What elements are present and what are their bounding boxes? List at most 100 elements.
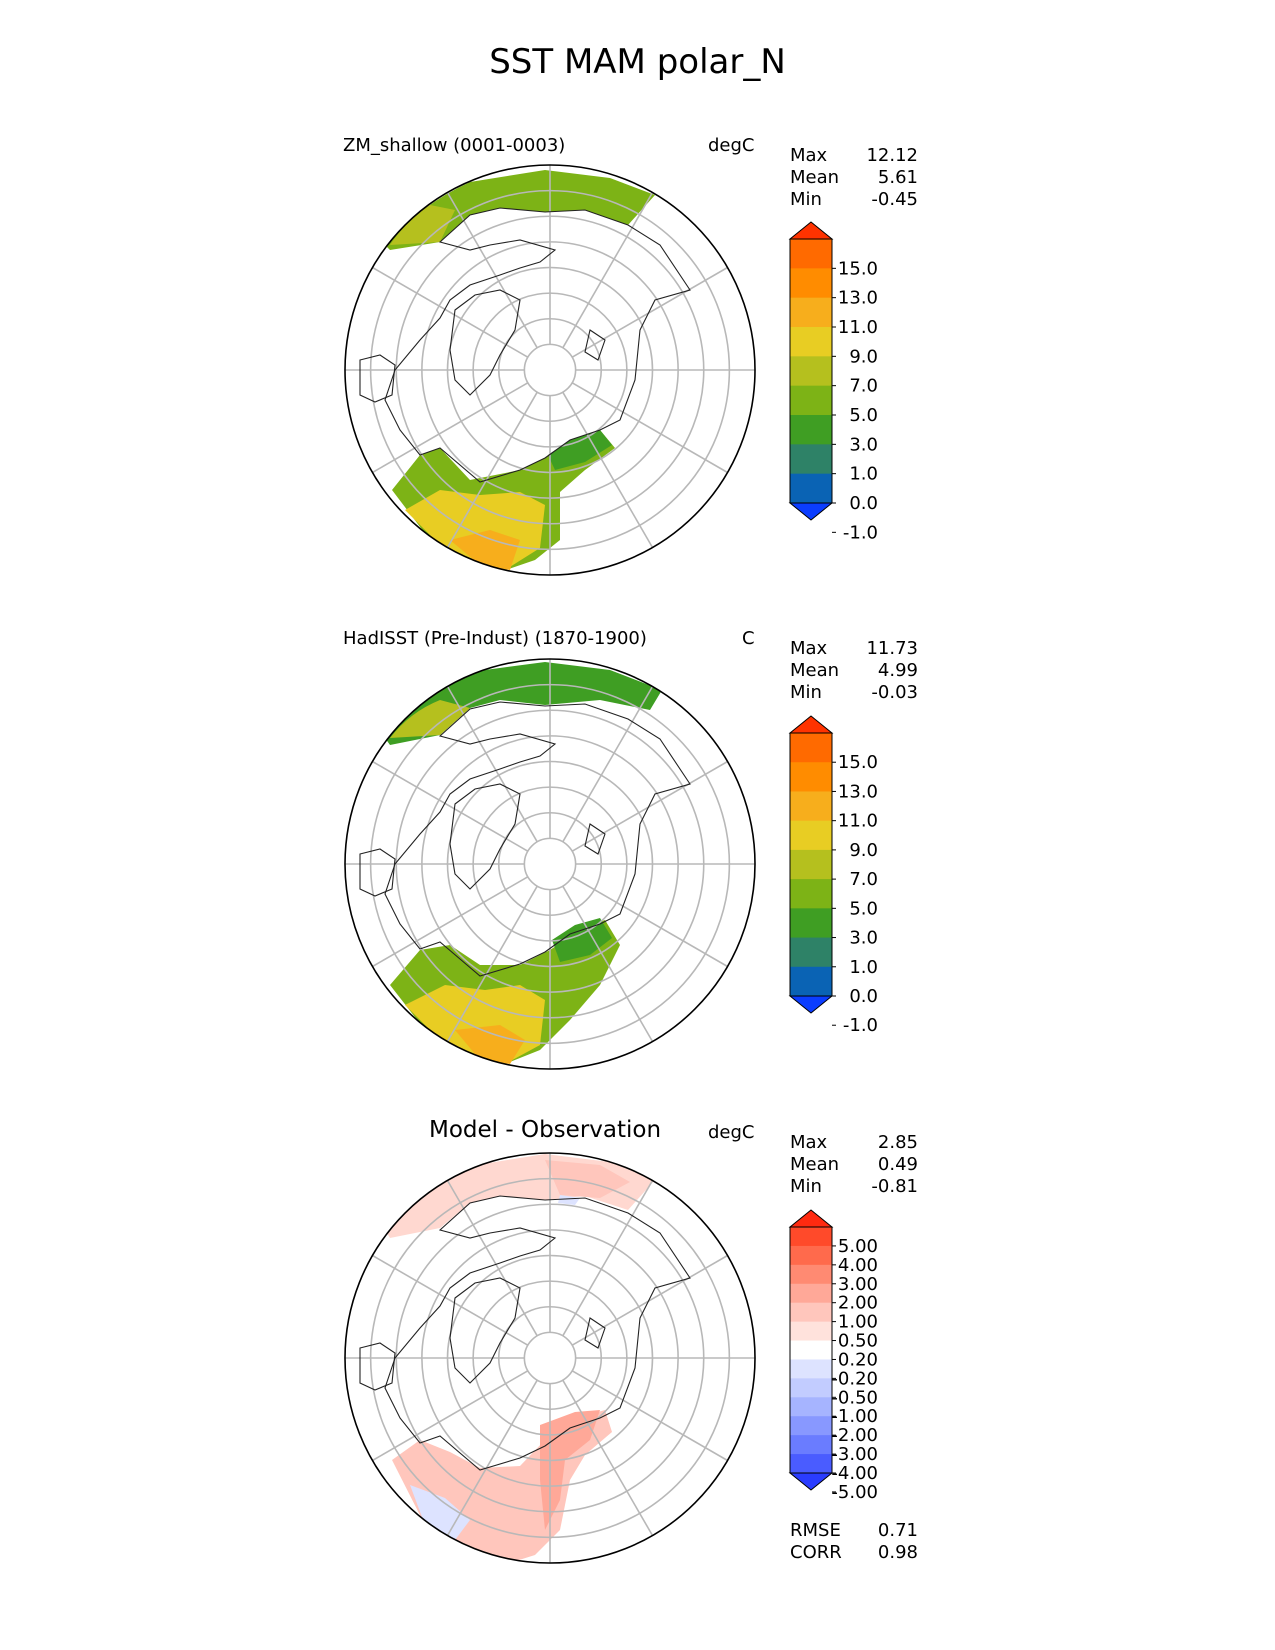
panel1-min-value: -0.45 [871,189,918,210]
colorbar-swatch [790,1416,832,1436]
colorbar-swatch [790,1264,832,1285]
colorbar-panel-2: 15.0 13.0 11.0 9.0 7.0 5.0 3.0 1.0 0.0 -1.0 [788,715,878,1036]
meridian-gridline [372,1370,529,1462]
colorbar-swatch [790,820,832,851]
coastline [359,848,396,897]
colorbar-swatch [790,1435,832,1455]
colorbar-tick-label: 0.0 [849,493,878,514]
sst-field-region [390,205,455,245]
coastline [449,783,521,890]
coastline [384,701,691,977]
panel2-max-value: 11.73 [866,638,918,659]
colorbar-swatch [790,1378,832,1398]
colorbar-swatch [790,733,832,763]
colorbar-swatch [790,327,832,357]
colorbar-tick-label: 1.0 [849,464,878,485]
colorbar-tick-label: 3.00 [838,1274,878,1295]
colorbar-swatch [790,1454,832,1474]
panel3-title: Model - Observation [429,1117,662,1143]
meridian-gridline [562,686,654,843]
colorbar-tick-label: 15.0 [838,258,878,279]
meridian-gridline [562,1180,654,1337]
panel3-rmse-value: 0.71 [877,1520,918,1541]
sst-field-region [410,1485,470,1540]
sst-field-region [385,170,655,250]
coastline [359,1342,396,1391]
panel1-max-value: 12.12 [866,145,918,166]
panel2-min-label: Min [790,682,822,703]
panel3-min-label: Min [790,1176,822,1197]
meridian-gridline [562,1379,654,1536]
colorbar-tick-label: 0.50 [838,1331,878,1352]
colorbar-extend-bottom [788,995,834,1014]
panel3-rmse-label: RMSE [790,1520,841,1541]
colorbar-extend-top [788,221,834,240]
colorbar-swatch [790,937,832,968]
meridian-gridline [372,1254,529,1346]
colorbar-tick-label: 11.0 [838,317,878,338]
colorbar-tick-label: -1.0 [843,522,878,543]
panel2-min-value: -0.03 [871,682,918,703]
panel3-corr-value: 0.98 [877,1542,918,1563]
panel3-units: degC [708,1122,755,1143]
colorbar-extend-top [788,715,834,734]
panel1-units: degC [708,135,755,156]
polar-map-panel-1 [344,164,756,576]
colorbar-swatch [790,762,832,792]
map-boundary [344,164,756,576]
colorbar-tick-label: 13.0 [838,288,878,309]
meridian-gridline [562,885,654,1042]
meridian-gridline [372,876,529,968]
coastline [384,1195,691,1471]
colorbar-tick-label: 7.0 [849,869,878,890]
coastline [359,354,396,403]
meridian-gridline [562,391,654,548]
colorbar-swatch [790,1302,832,1323]
colorbar-swatch [790,1340,832,1360]
panel3-min-value: -0.81 [871,1176,918,1197]
colorbar-tick-label: 4.00 [838,1255,878,1276]
map-boundary [344,1152,756,1564]
panel2-mean-label: Mean [790,660,840,681]
coastline [584,329,606,361]
colorbar-swatch [790,966,832,997]
colorbar-tick-label: 1.00 [838,1312,878,1333]
meridian-gridline [571,1254,728,1346]
panel1-max-label: Max [790,145,828,166]
sst-field-region [450,530,520,570]
colorbar-tick-label: 2.00 [838,1293,878,1314]
colorbar-tick-label: -4.00 [831,1463,878,1484]
colorbar-swatch [790,239,832,269]
meridian-gridline [571,382,728,474]
colorbar-tick-label: 1.0 [849,957,878,978]
panel1-mean-label: Mean [790,167,840,188]
coastline [449,1277,521,1384]
meridian-gridline [446,391,538,548]
panel2-units: C [742,628,755,649]
colorbar-tick-label: -3.00 [831,1444,878,1465]
sst-field-region [558,1195,580,1205]
colorbar-swatch [790,1283,832,1304]
colorbar-extend-bottom [788,1472,834,1491]
colorbar-swatch [790,1397,832,1417]
meridian-gridline [446,686,538,843]
map-boundary [344,658,756,1070]
colorbar-tick-label: 9.0 [849,840,878,861]
colorbar-tick-label: -1.0 [843,1015,878,1036]
panel3-mean-value: 0.49 [877,1154,918,1175]
figure-title: SST MAM polar_N [489,42,786,82]
colorbar-swatch [790,849,832,880]
colorbar-tick-label: 0.20 [838,1349,878,1370]
colorbar-tick-label: 13.0 [838,781,878,802]
colorbar-swatch [790,908,832,939]
colorbar-tick-label: 9.0 [849,346,878,367]
meridian-gridline [372,382,529,474]
colorbar-tick-label: 3.0 [849,928,878,949]
panel3-corr-label: CORR [790,1542,842,1563]
coastline [584,1317,606,1349]
panel1-min-label: Min [790,189,822,210]
panel3-mean-label: Mean [790,1154,840,1175]
colorbar-panel-3: 5.004.003.002.001.000.500.20-0.20-0.50-1… [788,1209,878,1503]
colorbar-tick-label: 5.0 [849,898,878,919]
